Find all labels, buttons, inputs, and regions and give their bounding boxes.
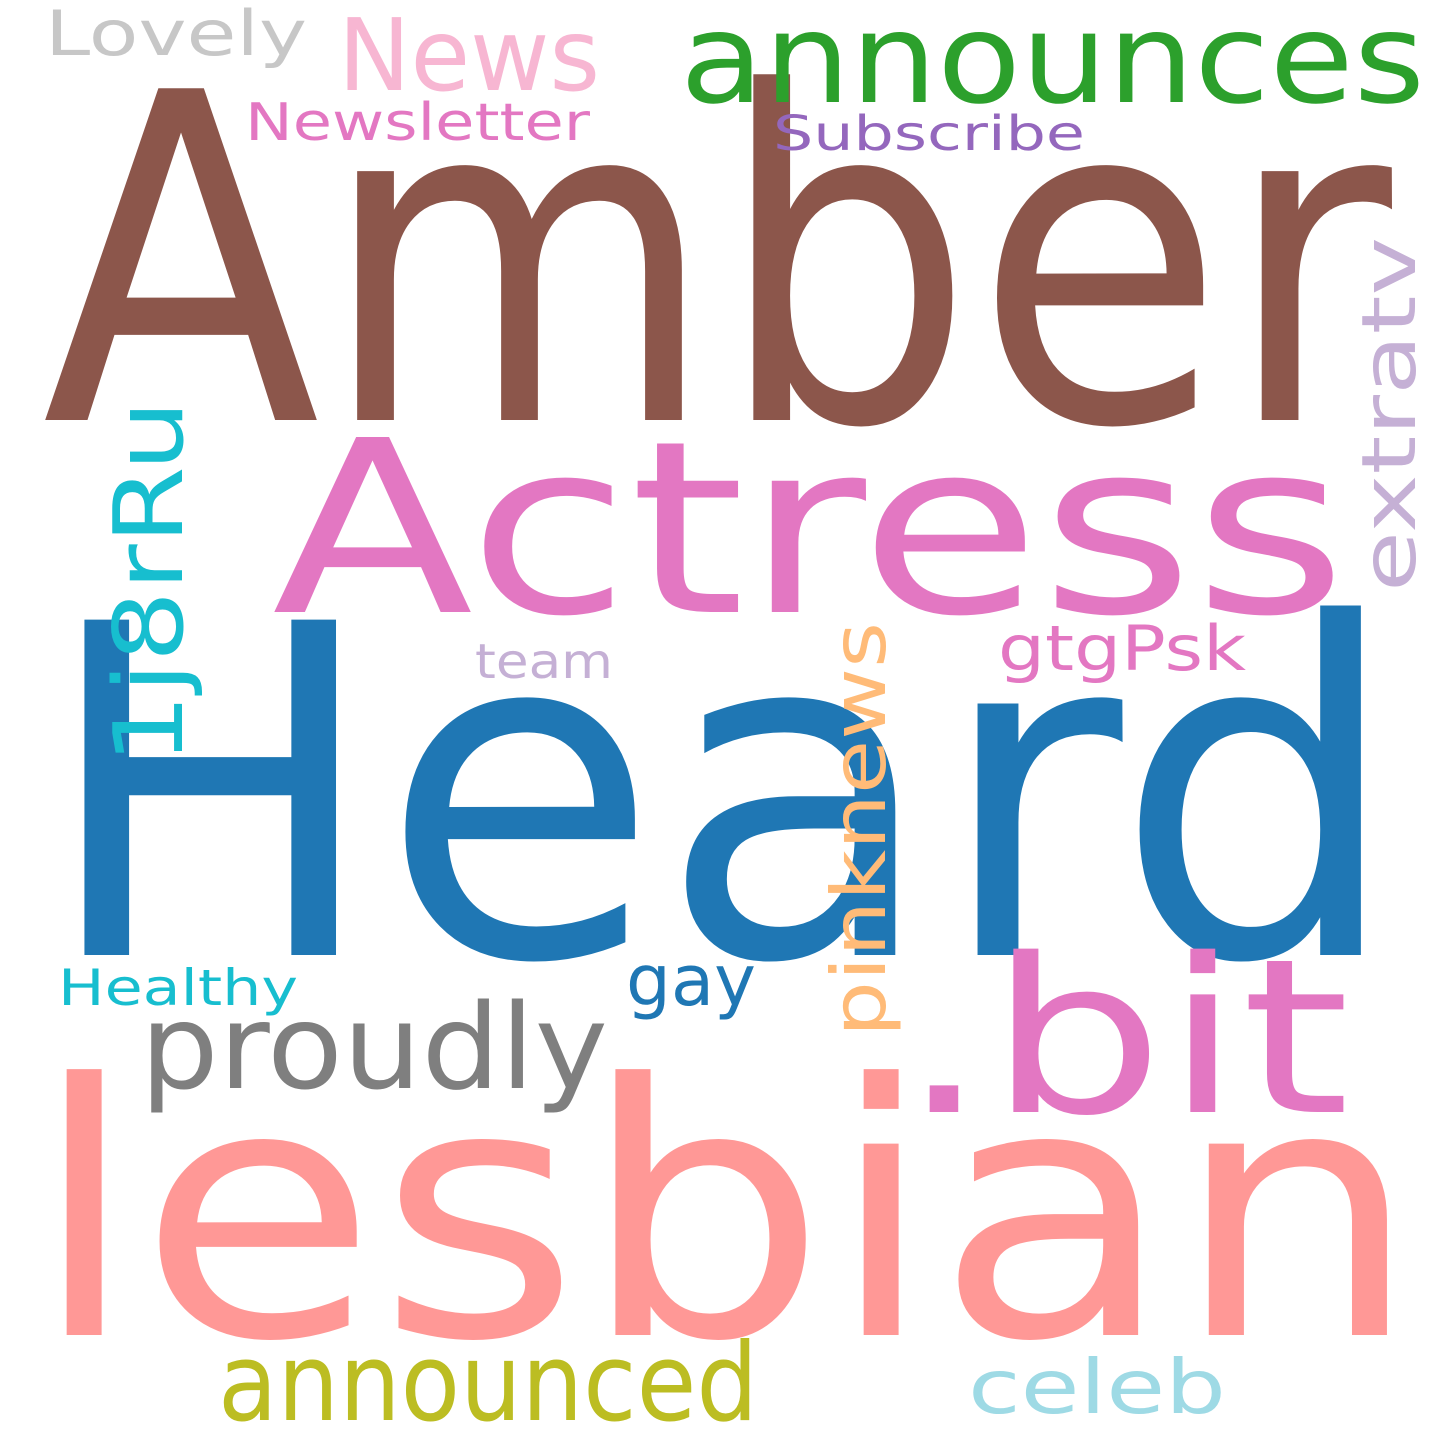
word-gay: gay: [626, 940, 756, 1022]
word-amber: Amber: [42, 0, 1396, 528]
word-extratv: extratv: [1345, 237, 1433, 592]
word-announced: announced: [218, 1321, 758, 1440]
word-pinknews: pinknews: [815, 622, 903, 1037]
word-team: team: [475, 634, 613, 690]
word-newsletter: Newsletter: [245, 93, 591, 153]
word-announces: announces: [680, 0, 1425, 132]
word-news: News: [338, 0, 600, 114]
word-bit: .bit: [900, 912, 1350, 1163]
word-gtgpsk: gtgPsk: [998, 612, 1246, 685]
word-subscribe: Subscribe: [773, 106, 1085, 162]
word-lesbian: lesbian: [30, 1010, 1420, 1418]
word-healthy: Healthy: [58, 959, 298, 1017]
word-proudly: proudly: [140, 978, 608, 1116]
word-actress: Actress: [272, 389, 1347, 669]
word-celeb: celeb: [968, 1343, 1226, 1431]
word-heard: Heard: [40, 529, 1402, 1064]
word-lovely: Lovely: [45, 0, 307, 70]
word-1j8rru: 1j8rRu: [95, 400, 205, 765]
